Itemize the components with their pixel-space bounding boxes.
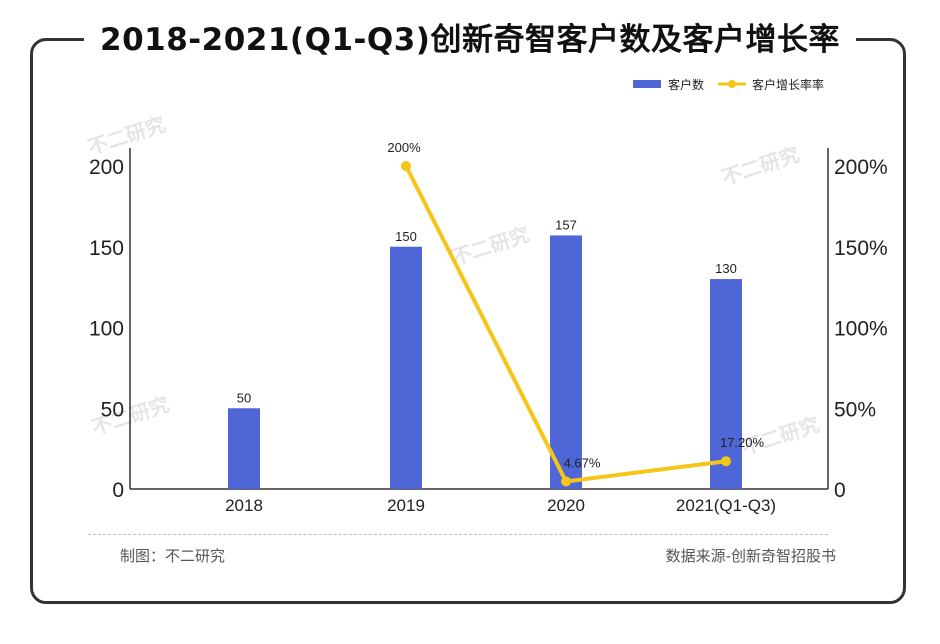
footer-credit: 制图：不二研究 [120,547,226,565]
y-right-tick-label: 150% [834,237,888,260]
bar [710,279,742,489]
footer-source: 数据来源-创新奇智招股书 [665,547,836,565]
x-tick-label: 2019 [387,496,425,515]
line-data-label: 4.67% [564,455,601,470]
line-data-label: 17.20% [720,435,765,450]
y-right-tick-label: 200% [834,156,888,179]
title-container: 2018-2021(Q1-Q3)创新奇智客户数及客户增长率 [0,18,940,62]
y-left-tick-label: 200 [89,156,124,179]
x-tick-label: 2018 [225,496,263,515]
growth-rate-point [561,476,571,487]
bar-data-label: 157 [555,217,577,232]
line-data-label: 200% [387,140,421,155]
legend-line-label: 客户增长率率 [752,77,824,92]
bar-data-label: 130 [715,261,737,276]
y-left-tick-label: 150 [89,237,124,260]
y-right-tick-label: 50% [834,398,876,421]
legend-bar-swatch [633,80,661,88]
legend-line-marker [728,80,736,88]
bar-data-label: 150 [395,229,417,244]
y-right-tick-label: 0 [834,479,846,502]
growth-rate-point [401,161,411,171]
y-right-tick-label: 100% [834,318,888,341]
y-left-tick-label: 0 [112,479,124,502]
x-tick-label: 2020 [547,496,585,515]
growth-rate-point [721,456,731,467]
bar [550,235,582,489]
footer-divider [88,534,828,535]
y-left-tick-label: 100 [89,318,124,341]
bar-data-label: 50 [237,390,251,405]
x-tick-label: 2021(Q1-Q3) [676,496,776,515]
y-left-tick-label: 50 [101,398,124,421]
bar [228,408,260,489]
bar [390,246,422,489]
chart-title: 2018-2021(Q1-Q3)创新奇智客户数及客户增长率 [84,18,856,62]
legend-bar-label: 客户数 [668,77,704,92]
